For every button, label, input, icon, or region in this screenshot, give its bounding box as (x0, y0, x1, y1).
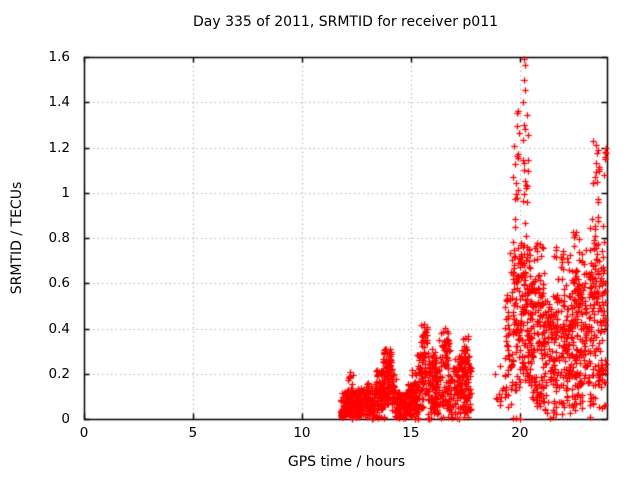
y-tick-label: 0.8 (48, 230, 70, 246)
y-tick-label: 1.4 (48, 94, 70, 111)
x-tick-label: 0 (79, 425, 89, 441)
x-tick-label: 20 (511, 425, 529, 441)
y-tick-label: 0.4 (48, 320, 70, 337)
x-tick-label: 10 (293, 425, 311, 441)
x-tick-label: 5 (188, 425, 198, 441)
y-tick-label: 1.2 (48, 139, 70, 156)
y-axis-label: SRMTID / TECUs (9, 181, 25, 295)
y-tick-label: 1 (61, 184, 70, 201)
y-tick-label: 1.6 (48, 49, 70, 65)
y-tick-label: 0.2 (48, 365, 70, 382)
x-axis-label: GPS time / hours (287, 454, 406, 470)
figure-title: Day 335 of 2011, SRMTID for receiver p01… (192, 14, 499, 30)
y-tick-label: 0 (61, 411, 70, 427)
y-tick-label: 0.6 (48, 275, 70, 292)
x-tick-label: 15 (402, 425, 420, 441)
